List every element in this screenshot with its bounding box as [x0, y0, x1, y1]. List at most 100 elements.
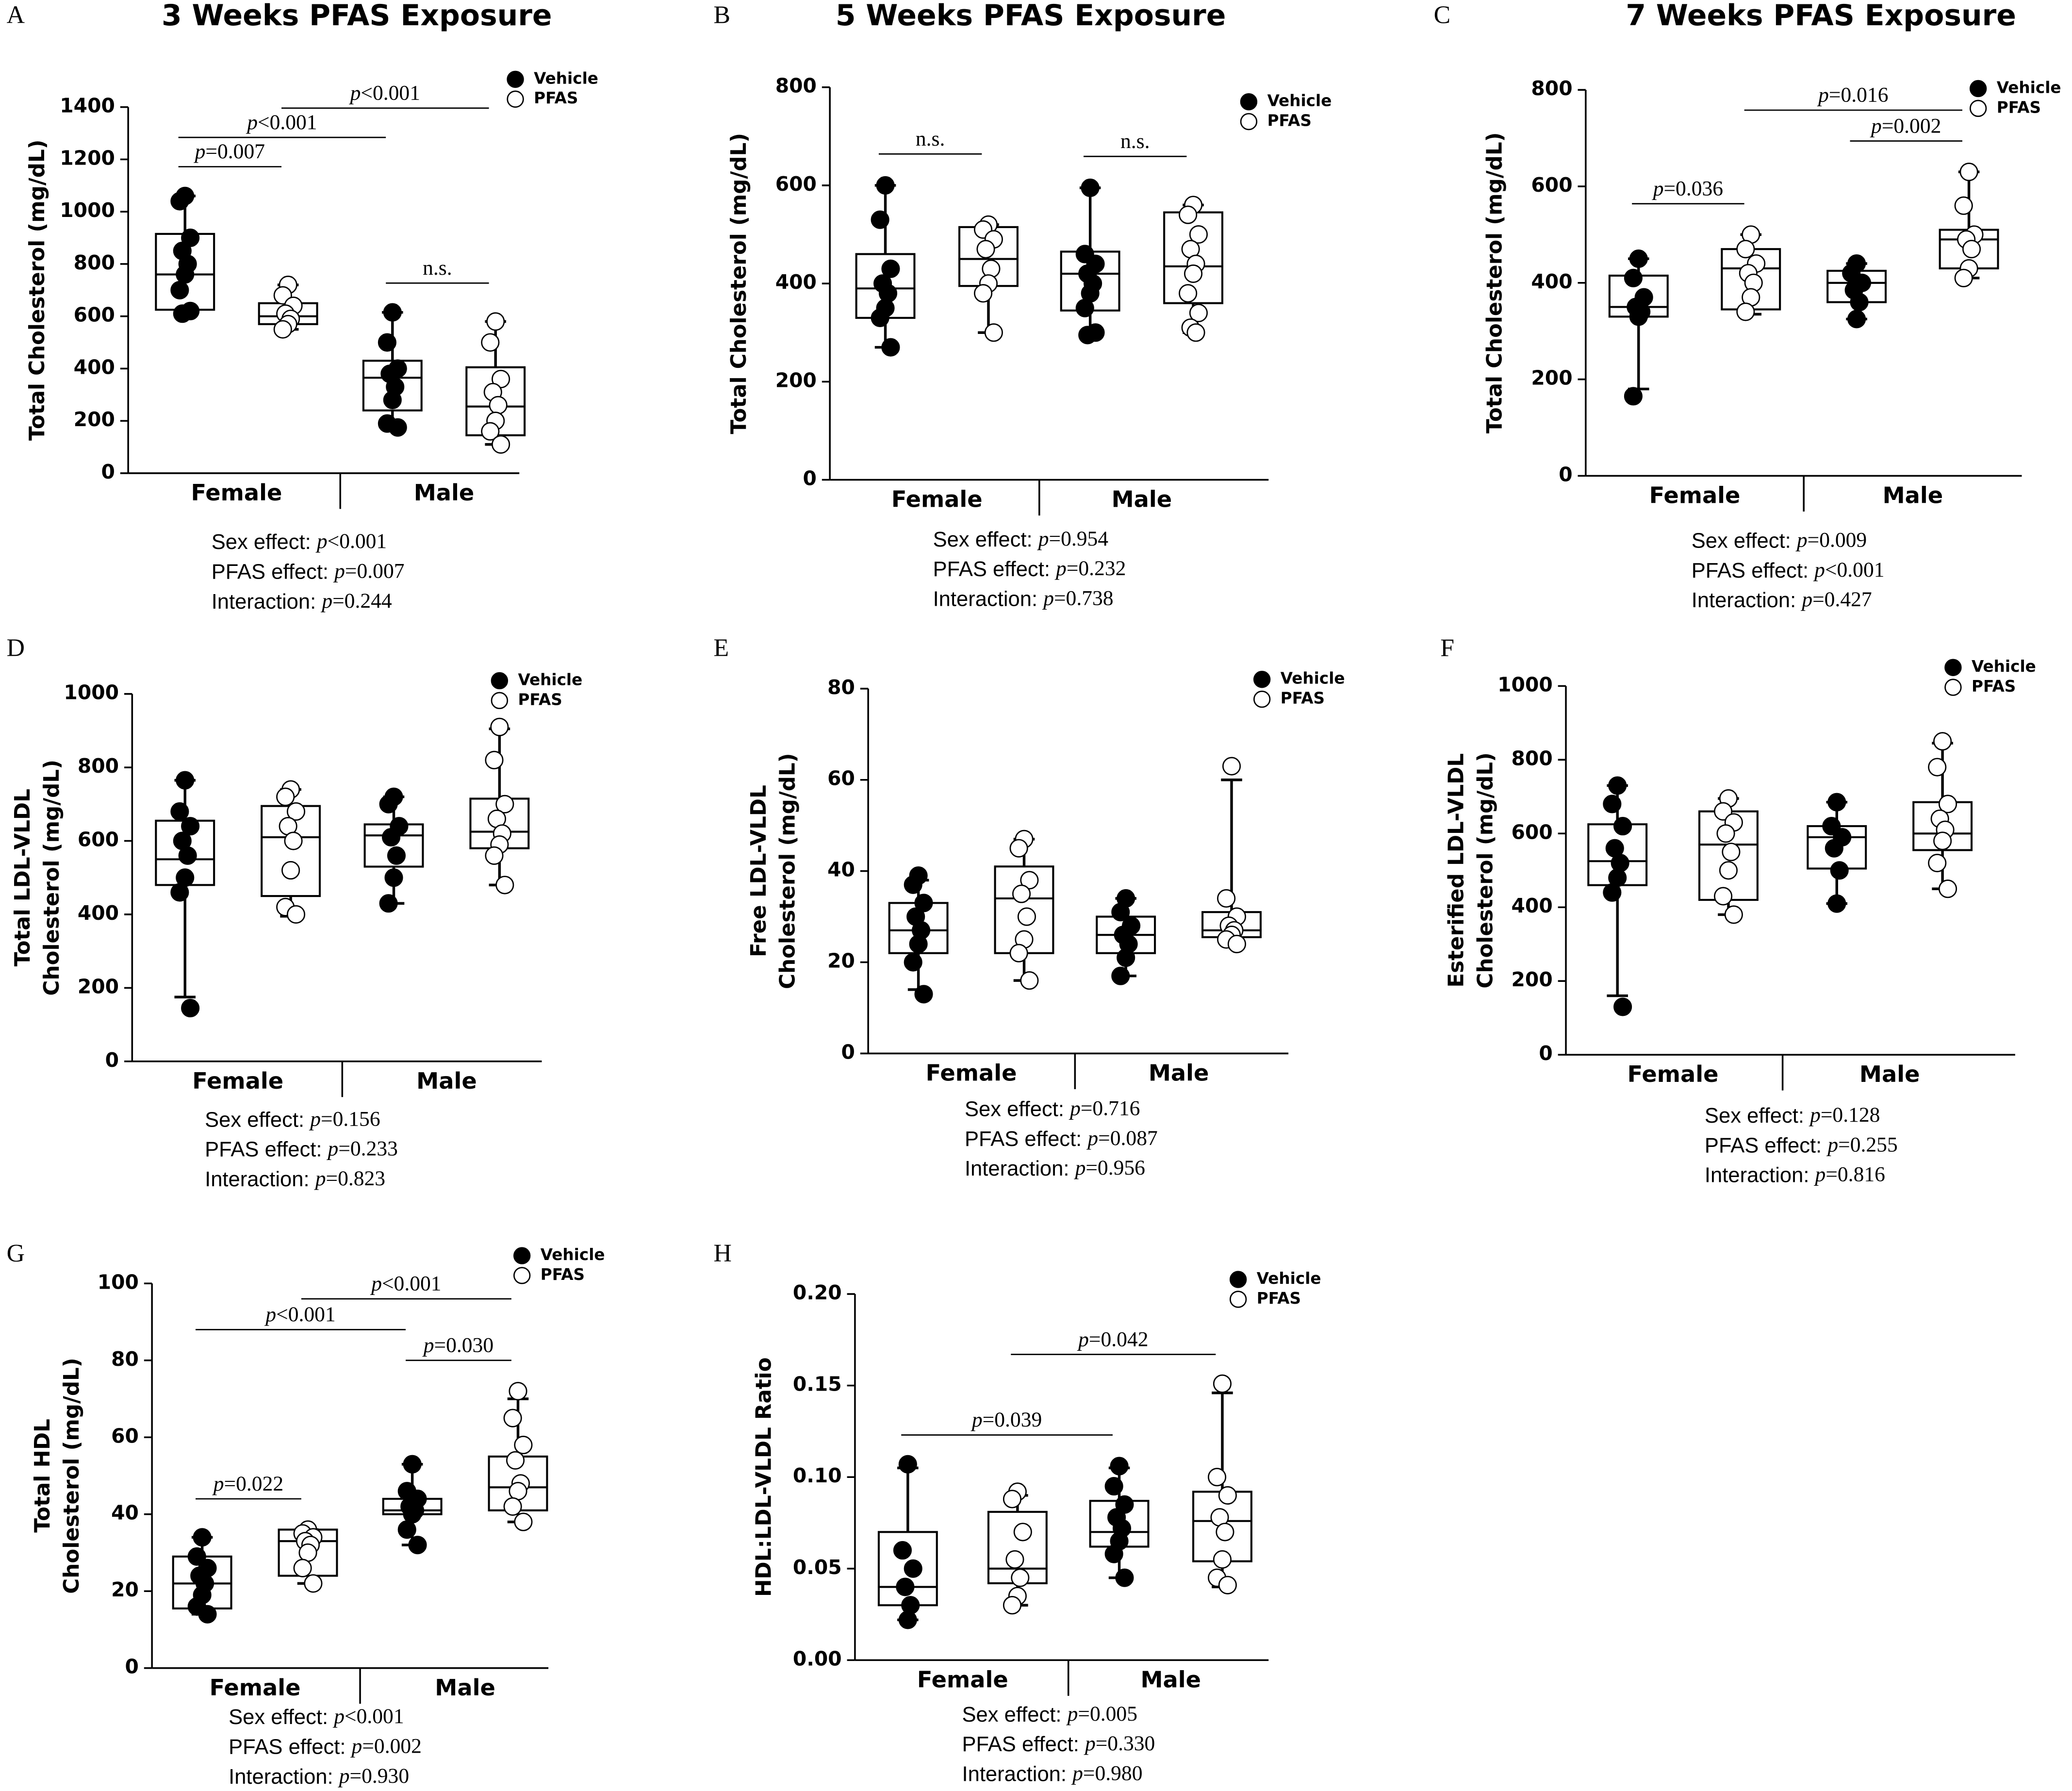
legend-marker — [1253, 671, 1271, 688]
panel-label: H — [714, 1240, 732, 1267]
data-point — [1117, 948, 1135, 967]
comparison-label: p=0.002 — [1870, 114, 1941, 137]
comparison-label: n.s. — [423, 256, 452, 280]
y-axis-label: HDL:LDL-VLDL Ratio — [752, 1357, 776, 1597]
panel: D 0 200 400 600 800 1000 Total LDL-VLDL Choleste… — [7, 634, 583, 1191]
y-tick-label: 0 — [803, 467, 817, 490]
legend-label: Vehicle — [534, 69, 598, 87]
y-axis-label: Free LDL-VLDL — [747, 785, 771, 957]
data-point — [984, 323, 1003, 342]
legend-label: Vehicle — [1257, 1269, 1321, 1288]
data-point — [170, 802, 189, 821]
data-point — [273, 320, 292, 339]
data-point — [904, 953, 922, 972]
y-tick-label: 20 — [827, 949, 855, 973]
data-point — [170, 192, 189, 211]
data-point — [387, 846, 406, 865]
legend-marker — [1944, 659, 1962, 676]
x-category-label: Male — [1140, 1666, 1201, 1692]
panel-label: E — [714, 634, 729, 662]
legend-label: PFAS — [534, 89, 578, 107]
legend-marker — [1253, 690, 1271, 708]
legend-marker — [513, 1247, 531, 1264]
data-point — [1189, 303, 1208, 322]
data-point — [1722, 843, 1741, 862]
stats-line: PFAS effect: p=0.002 — [229, 1734, 422, 1758]
data-point — [1850, 293, 1869, 312]
comparison-label: p<0.001 — [246, 111, 317, 134]
stats-line: Interaction: p=0.930 — [229, 1764, 409, 1789]
y-tick-label: 600 — [1531, 173, 1572, 197]
data-point — [481, 422, 500, 441]
data-point — [1938, 795, 1957, 813]
y-tick-label: 600 — [74, 303, 115, 327]
panel-label: B — [714, 1, 731, 29]
y-tick-label: 200 — [78, 975, 119, 998]
data-point — [1825, 839, 1843, 858]
legend-label: Vehicle — [1267, 92, 1332, 110]
data-point — [896, 1577, 915, 1596]
data-point — [514, 1436, 533, 1455]
data-point — [1222, 757, 1241, 776]
legend-label: PFAS — [1281, 689, 1325, 708]
x-category-label: Female — [917, 1666, 1008, 1692]
data-point — [1218, 1486, 1237, 1505]
data-point — [178, 846, 197, 865]
data-point — [1736, 302, 1755, 321]
data-point — [909, 934, 928, 954]
data-point — [1017, 907, 1036, 926]
data-point — [492, 435, 510, 454]
data-point — [293, 1559, 312, 1577]
panel: C 7 Weeks PFAS Exposure 0 200 400 600 800 Total… — [1434, 0, 2061, 612]
data-point — [1111, 903, 1130, 922]
data-point — [1928, 758, 1947, 777]
y-tick-label: 1000 — [64, 681, 119, 704]
comparison-label: p=0.016 — [1817, 83, 1888, 107]
stats-line: PFAS effect: p=0.232 — [933, 557, 1126, 581]
panel: F 0 200 400 600 800 1000 Esterified LDL-VLDL Cho… — [1440, 634, 2036, 1187]
data-point — [904, 875, 922, 894]
data-point — [286, 802, 306, 821]
panel-label: C — [1434, 1, 1451, 29]
data-point — [1928, 853, 1947, 873]
comparison-label: p=0.030 — [422, 1334, 493, 1357]
data-point — [170, 281, 189, 299]
x-category-label: Female — [1628, 1061, 1719, 1087]
data-point — [383, 390, 402, 410]
data-point — [281, 861, 300, 880]
y-tick-label: 40 — [111, 1501, 139, 1525]
legend-label: PFAS — [1267, 112, 1312, 130]
data-point — [1933, 732, 1952, 751]
legend-label: Vehicle — [1997, 78, 2061, 97]
y-axis-label: Cholesterol (mg/dL) — [1474, 752, 1498, 988]
data-point — [181, 998, 200, 1018]
y-axis-label: Total HDL — [31, 1419, 55, 1533]
panel-label: A — [7, 1, 25, 29]
data-point — [187, 1547, 206, 1566]
stats-line: Interaction: p=0.980 — [962, 1761, 1143, 1786]
comparison-label: p=0.042 — [1077, 1327, 1148, 1351]
data-point — [1216, 1523, 1234, 1542]
data-point — [1714, 887, 1733, 906]
data-point — [1613, 817, 1632, 836]
y-tick-label: 0.00 — [793, 1647, 842, 1670]
y-tick-label: 0 — [125, 1655, 139, 1678]
x-category-label: Male — [1859, 1061, 1920, 1087]
data-point — [1827, 894, 1846, 913]
y-tick-label: 1400 — [60, 94, 115, 117]
stats-line: Interaction: p=0.956 — [965, 1156, 1145, 1180]
y-tick-label: 800 — [78, 754, 119, 778]
data-point — [1624, 387, 1643, 406]
y-tick-label: 400 — [1531, 270, 1572, 293]
data-point — [1218, 1575, 1237, 1594]
stats-line: Interaction: p=0.427 — [1692, 588, 1872, 612]
data-point — [1719, 861, 1738, 880]
data-point — [976, 240, 995, 259]
y-axis-label: Cholesterol (mg/dL) — [40, 760, 64, 995]
data-point — [286, 905, 306, 924]
data-point — [1954, 268, 1973, 287]
x-category-label: Male — [1112, 486, 1172, 513]
legend-label: PFAS — [1257, 1289, 1301, 1308]
data-point — [298, 1543, 317, 1562]
data-point — [481, 333, 500, 352]
